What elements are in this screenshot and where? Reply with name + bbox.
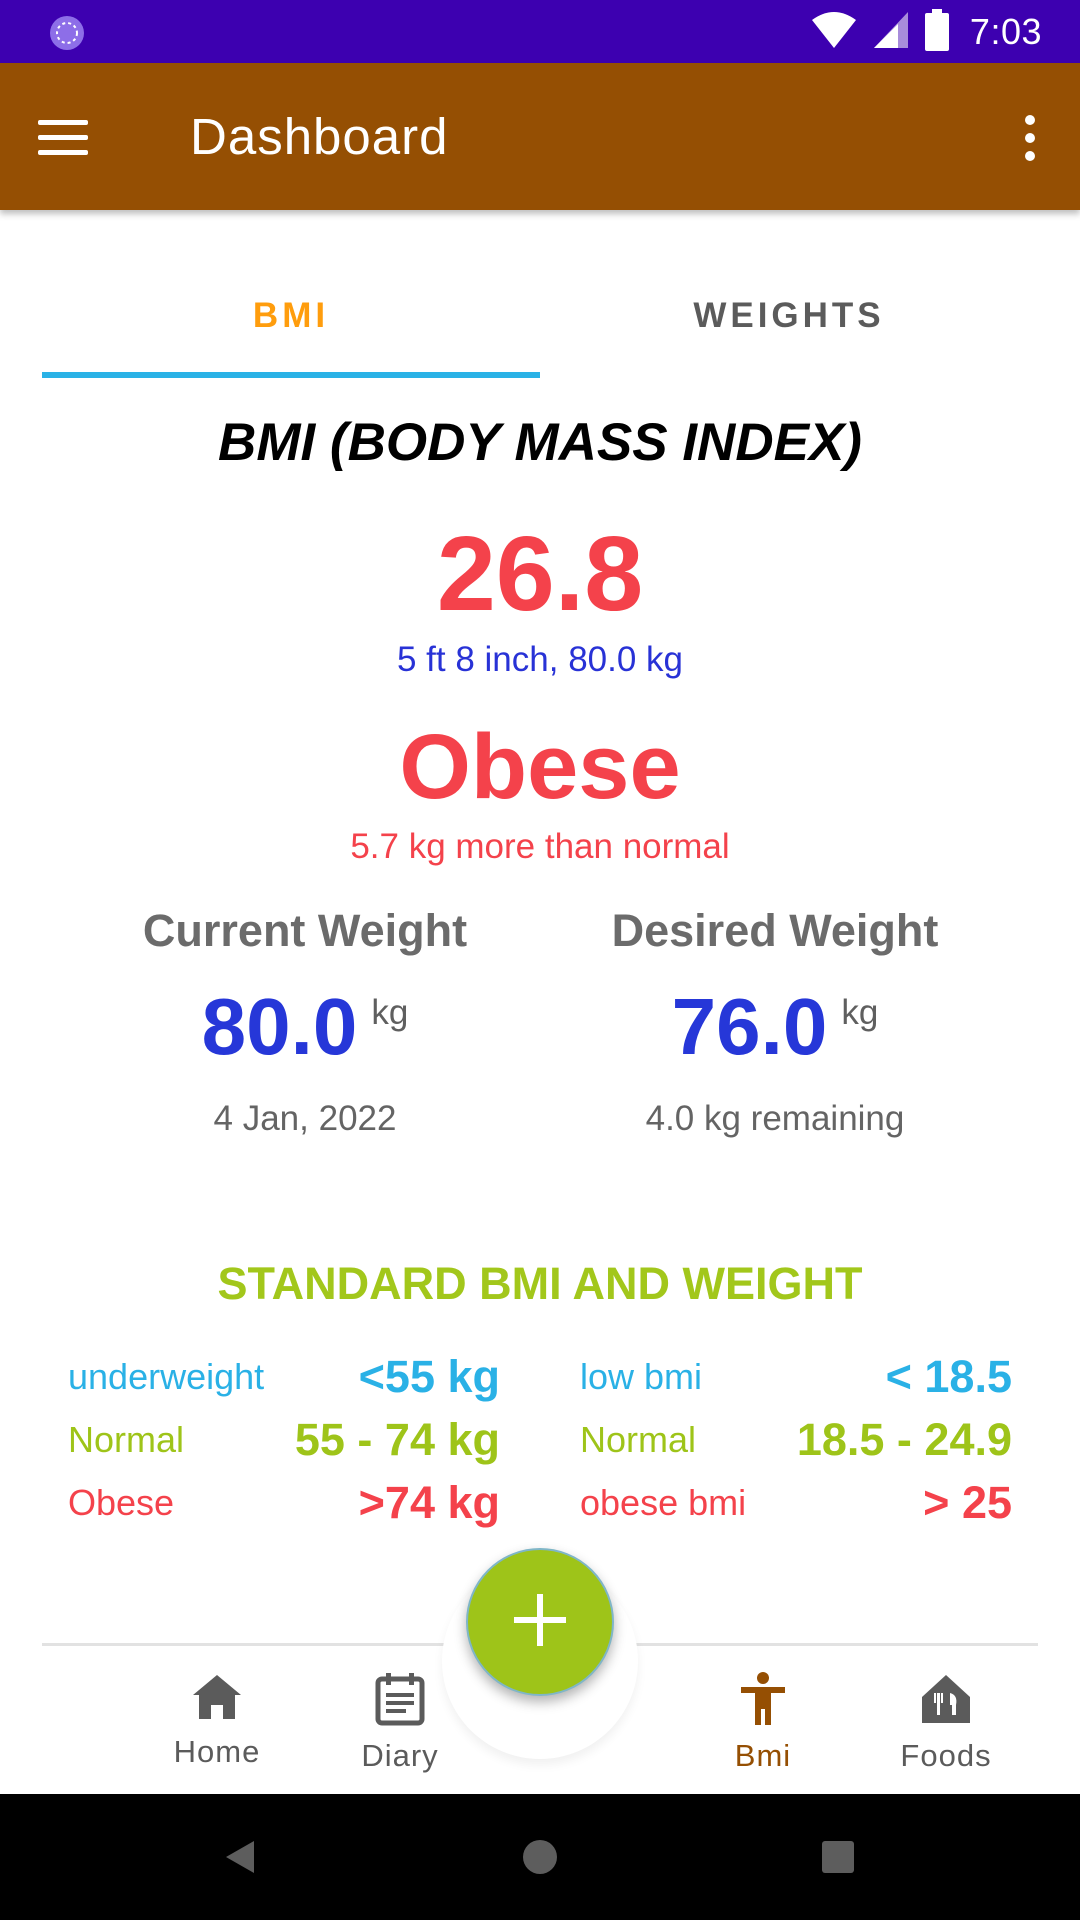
weight-category-label: underweight — [68, 1355, 265, 1397]
bmi-heading: BMI (BODY MASS INDEX) — [218, 413, 862, 472]
restaurant-icon — [871, 1671, 1021, 1732]
weight-range-value: <55 kg — [358, 1350, 500, 1402]
bmi-status: Obese — [399, 716, 681, 818]
add-button[interactable] — [466, 1548, 614, 1696]
status-time: 7:03 — [969, 11, 1042, 52]
nav-item-foods[interactable]: Foods — [871, 1671, 1021, 1774]
table-row: Obese >74 kg obese bmi > 25 — [68, 1471, 1012, 1534]
desired-weight-value: 76.0 — [671, 982, 828, 1071]
bmi-category-label: obese bmi — [580, 1481, 747, 1523]
tab-indicator — [42, 372, 540, 378]
nav-item-bmi[interactable]: Bmi — [688, 1671, 838, 1774]
desired-weight-label: Desired Weight — [611, 905, 939, 956]
bmi-range-value: > 25 — [923, 1476, 1012, 1528]
bmi-value: 26.8 — [436, 515, 644, 633]
tab-bmi[interactable]: BMI — [42, 250, 540, 378]
bmi-category-label: low bmi — [580, 1355, 703, 1397]
recents-icon[interactable] — [808, 1827, 868, 1887]
desired-weight-block: Desired Weight 76.0 kg 4.0 kg remaining — [570, 905, 980, 1139]
desired-weight-remaining: 4.0 kg remaining — [645, 1099, 905, 1138]
tab-bar: BMI WEIGHTS — [42, 250, 1038, 378]
bmi-range-value: < 18.5 — [885, 1350, 1012, 1402]
wifi-icon — [810, 10, 858, 55]
tab-bmi-label: BMI — [252, 296, 330, 335]
signal-icon — [872, 10, 910, 55]
weight-range-value: >74 kg — [358, 1476, 500, 1528]
weight-category-label: Normal — [68, 1418, 185, 1460]
nav-item-diary[interactable]: Diary — [325, 1671, 475, 1774]
menu-icon — [38, 119, 88, 125]
bmi-difference: 5.7 kg more than normal — [350, 827, 730, 866]
more-options-button[interactable] — [1010, 103, 1050, 173]
status-bar: 7:03 — [0, 0, 1080, 63]
back-icon[interactable] — [210, 1827, 270, 1887]
nav-label-bmi: Bmi — [734, 1738, 792, 1773]
table-row: underweight <55 kg low bmi < 18.5 — [68, 1345, 1012, 1408]
table-row: Normal 55 - 74 kg Normal 18.5 - 24.9 — [68, 1408, 1012, 1471]
battery-icon — [924, 8, 950, 56]
weight-category-label: Obese — [68, 1481, 175, 1523]
current-weight-label: Current Weight — [142, 905, 468, 956]
current-weight-unit: kg — [371, 993, 409, 1032]
more-vert-icon — [1025, 115, 1035, 125]
current-weight-value: 80.0 — [201, 982, 358, 1071]
tab-weights-label: WEIGHTS — [693, 296, 885, 335]
home-icon — [142, 1671, 292, 1728]
sync-icon — [48, 14, 86, 52]
nav-label-diary: Diary — [361, 1738, 439, 1773]
current-weight-date: 4 Jan, 2022 — [213, 1099, 397, 1138]
bmi-range-value: 18.5 - 24.9 — [796, 1413, 1012, 1465]
app-bar: Dashboard — [0, 63, 1080, 210]
standard-table: underweight <55 kg low bmi < 18.5 Normal… — [68, 1345, 1012, 1534]
system-navigation-bar — [0, 1794, 1080, 1920]
menu-button[interactable] — [38, 107, 108, 167]
person-icon — [688, 1671, 838, 1732]
current-weight-block: Current Weight 80.0 kg 4 Jan, 2022 — [100, 905, 510, 1139]
weight-range-value: 55 - 74 kg — [294, 1413, 500, 1465]
standard-heading: STANDARD BMI AND WEIGHT — [217, 1258, 863, 1309]
tab-weights[interactable]: WEIGHTS — [540, 250, 1038, 378]
desired-weight-unit: kg — [841, 993, 879, 1032]
nav-item-home[interactable]: Home — [142, 1671, 292, 1770]
nav-label-foods: Foods — [900, 1738, 992, 1773]
page-title: Dashboard — [190, 108, 449, 165]
home-button-icon[interactable] — [510, 1827, 570, 1887]
nav-label-home: Home — [173, 1734, 261, 1769]
bmi-measures: 5 ft 8 inch, 80.0 kg — [396, 640, 683, 679]
plus-icon — [510, 1590, 570, 1655]
bmi-category-label: Normal — [580, 1418, 697, 1460]
diary-icon — [325, 1671, 475, 1732]
